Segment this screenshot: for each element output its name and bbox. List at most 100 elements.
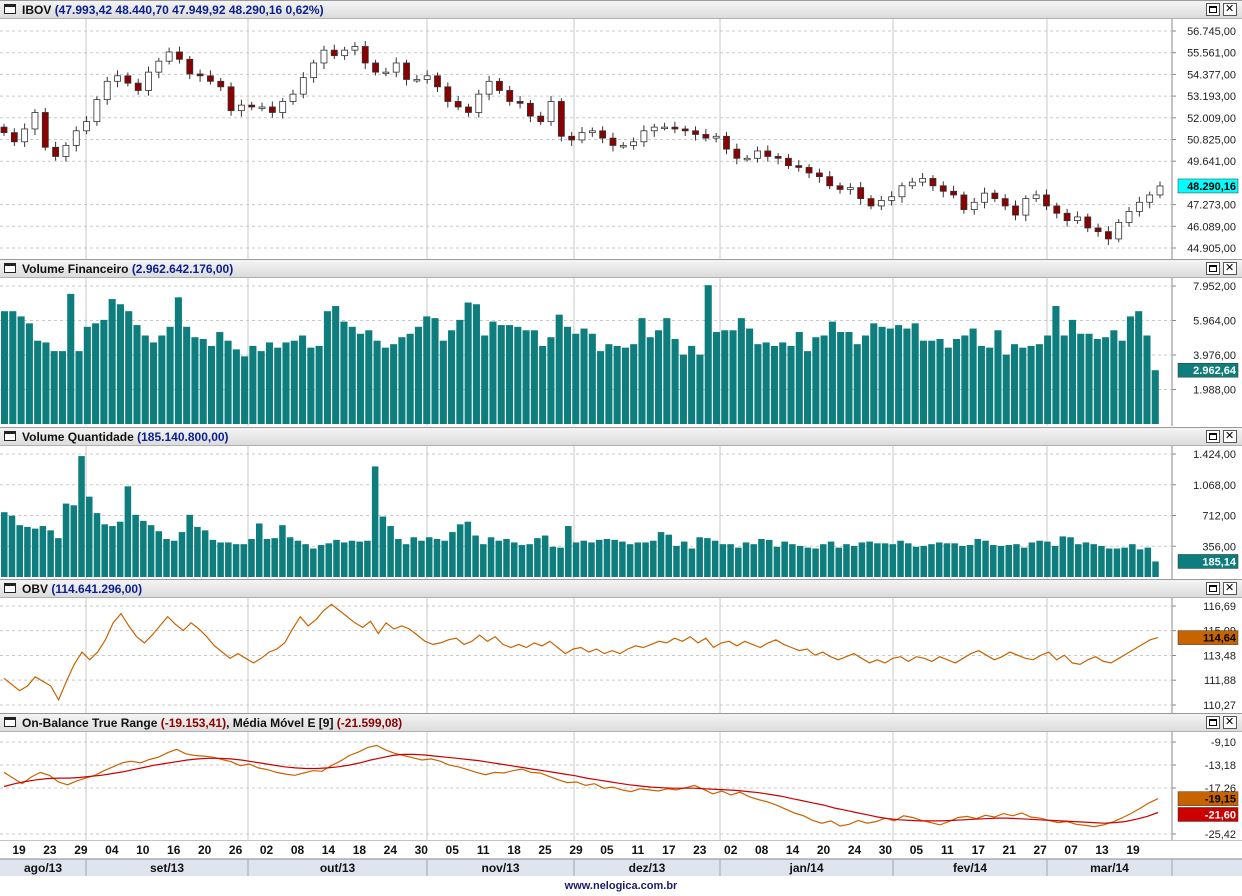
volume-bar xyxy=(977,345,985,424)
y-tick-label: 113,48 xyxy=(1203,651,1236,663)
volume-quantidade-chart[interactable]: 1.424,00 1.068,00 712,00 356,00 185,14 xyxy=(0,446,1242,579)
volume-bar xyxy=(163,538,170,577)
x-day-label: 17 xyxy=(662,843,676,857)
panel-values: (114.641.296,00) xyxy=(51,582,143,596)
candle-body xyxy=(950,190,957,196)
volume-bar xyxy=(390,344,398,424)
maximize-button[interactable] xyxy=(1206,262,1220,275)
volume-bar xyxy=(526,544,533,577)
volume-bar xyxy=(804,547,812,577)
candle-body xyxy=(165,51,173,62)
candle-body xyxy=(671,126,679,130)
obtr-chart[interactable]: -9,10-13,18-17,26-25,42-19,15-21,60 xyxy=(0,732,1242,840)
volume-bar xyxy=(563,326,572,424)
window-icon xyxy=(4,4,16,14)
candle-body xyxy=(609,137,617,146)
volume-bar xyxy=(307,347,315,424)
ibov-candlestick-chart[interactable]: 56.745,00 55.561,00 54.377,00 53.193,00 52.0… xyxy=(0,19,1242,259)
volume-bar xyxy=(241,356,249,424)
volume-bar xyxy=(920,545,927,577)
close-button[interactable] xyxy=(1223,430,1237,443)
y-tick-label: 53.193,00 xyxy=(1187,91,1236,103)
volume-bar xyxy=(310,548,317,577)
candle-body xyxy=(83,121,90,132)
candle-body xyxy=(1125,211,1133,223)
close-button[interactable] xyxy=(1223,3,1237,16)
volume-bar xyxy=(762,342,770,424)
volume-financeiro-chart[interactable]: 7.952,00 5.964,00 3.976,00 1.988,00 2.962,64 xyxy=(0,278,1242,426)
volume-bar xyxy=(456,319,464,424)
volume-bar xyxy=(853,344,861,424)
close-button[interactable] xyxy=(1223,262,1237,275)
obv-line xyxy=(3,603,1159,702)
candle-body xyxy=(743,157,751,161)
footer-url[interactable]: www.nelogica.com.br xyxy=(564,880,678,892)
volume-bar xyxy=(34,340,42,424)
panel-values: (2.962.642.176,00) xyxy=(131,262,234,276)
volume-bar xyxy=(315,345,323,424)
volume-bar xyxy=(75,351,83,424)
window-icon xyxy=(4,583,16,593)
maximize-button[interactable] xyxy=(1206,716,1220,729)
last-price-label: 48.290,16 xyxy=(1187,181,1236,193)
y-tick-label: 56.745,00 xyxy=(1187,26,1236,38)
volume-bar xyxy=(108,299,116,424)
volume-bar xyxy=(789,544,796,577)
volume-bar xyxy=(109,526,116,577)
candle-body xyxy=(681,128,689,132)
volume-bar xyxy=(423,316,431,424)
close-button[interactable] xyxy=(1223,582,1237,595)
volume-bar xyxy=(889,544,897,577)
x-day-label: 10 xyxy=(136,843,150,857)
volume-bar xyxy=(433,538,441,577)
close-button[interactable] xyxy=(1223,716,1237,729)
candle-body xyxy=(1074,216,1081,222)
volume-bar xyxy=(959,545,966,577)
candle-body xyxy=(805,167,813,174)
volume-bar xyxy=(626,544,634,577)
y-tick-label: -13,18 xyxy=(1205,760,1236,772)
y-tick-label: 49.641,00 xyxy=(1187,156,1236,168)
maximize-button[interactable] xyxy=(1206,430,1220,443)
volume-bar xyxy=(325,543,333,577)
volume-bar xyxy=(116,304,124,424)
candle-body xyxy=(124,75,132,84)
volume-bar xyxy=(497,325,505,424)
ema-value-label-box xyxy=(1177,807,1239,822)
volume-bar xyxy=(936,338,944,424)
candle-body xyxy=(1012,205,1019,216)
candle-body xyxy=(279,101,287,113)
volume-bar xyxy=(225,542,232,577)
volume-bar xyxy=(727,544,734,577)
x-month-label: nov/13 xyxy=(481,861,519,875)
y-tick-label: 356,00 xyxy=(1202,541,1236,553)
candle-body xyxy=(877,200,885,207)
candle-body xyxy=(145,71,152,91)
volume-bar xyxy=(1005,545,1012,577)
volume-bar xyxy=(951,543,958,577)
y-tick-label: 47.273,00 xyxy=(1187,200,1236,212)
volume-bar xyxy=(712,332,721,424)
volume-bar xyxy=(174,297,182,424)
panel-title-2: , Média Móvel E [9] xyxy=(226,716,334,730)
maximize-button[interactable] xyxy=(1206,582,1220,595)
y-tick-label: 116,69 xyxy=(1203,601,1236,613)
x-day-label: 18 xyxy=(353,843,367,857)
volume-bar xyxy=(505,325,514,424)
candle-body xyxy=(1146,194,1154,203)
x-day-label: 23 xyxy=(693,843,707,857)
x-day-label: 14 xyxy=(786,843,800,857)
volume-bar xyxy=(613,345,621,424)
volume-bar xyxy=(124,486,132,577)
x-day-label: 11 xyxy=(941,843,954,857)
candle-body xyxy=(114,75,121,82)
candle-body xyxy=(496,80,503,91)
candle-body xyxy=(723,135,730,150)
volume-bar xyxy=(721,330,729,424)
candle-body xyxy=(21,128,29,143)
x-day-label: 27 xyxy=(1033,843,1047,857)
maximize-button[interactable] xyxy=(1206,3,1220,16)
volume-bar xyxy=(665,534,673,577)
volume-bar xyxy=(704,538,711,577)
